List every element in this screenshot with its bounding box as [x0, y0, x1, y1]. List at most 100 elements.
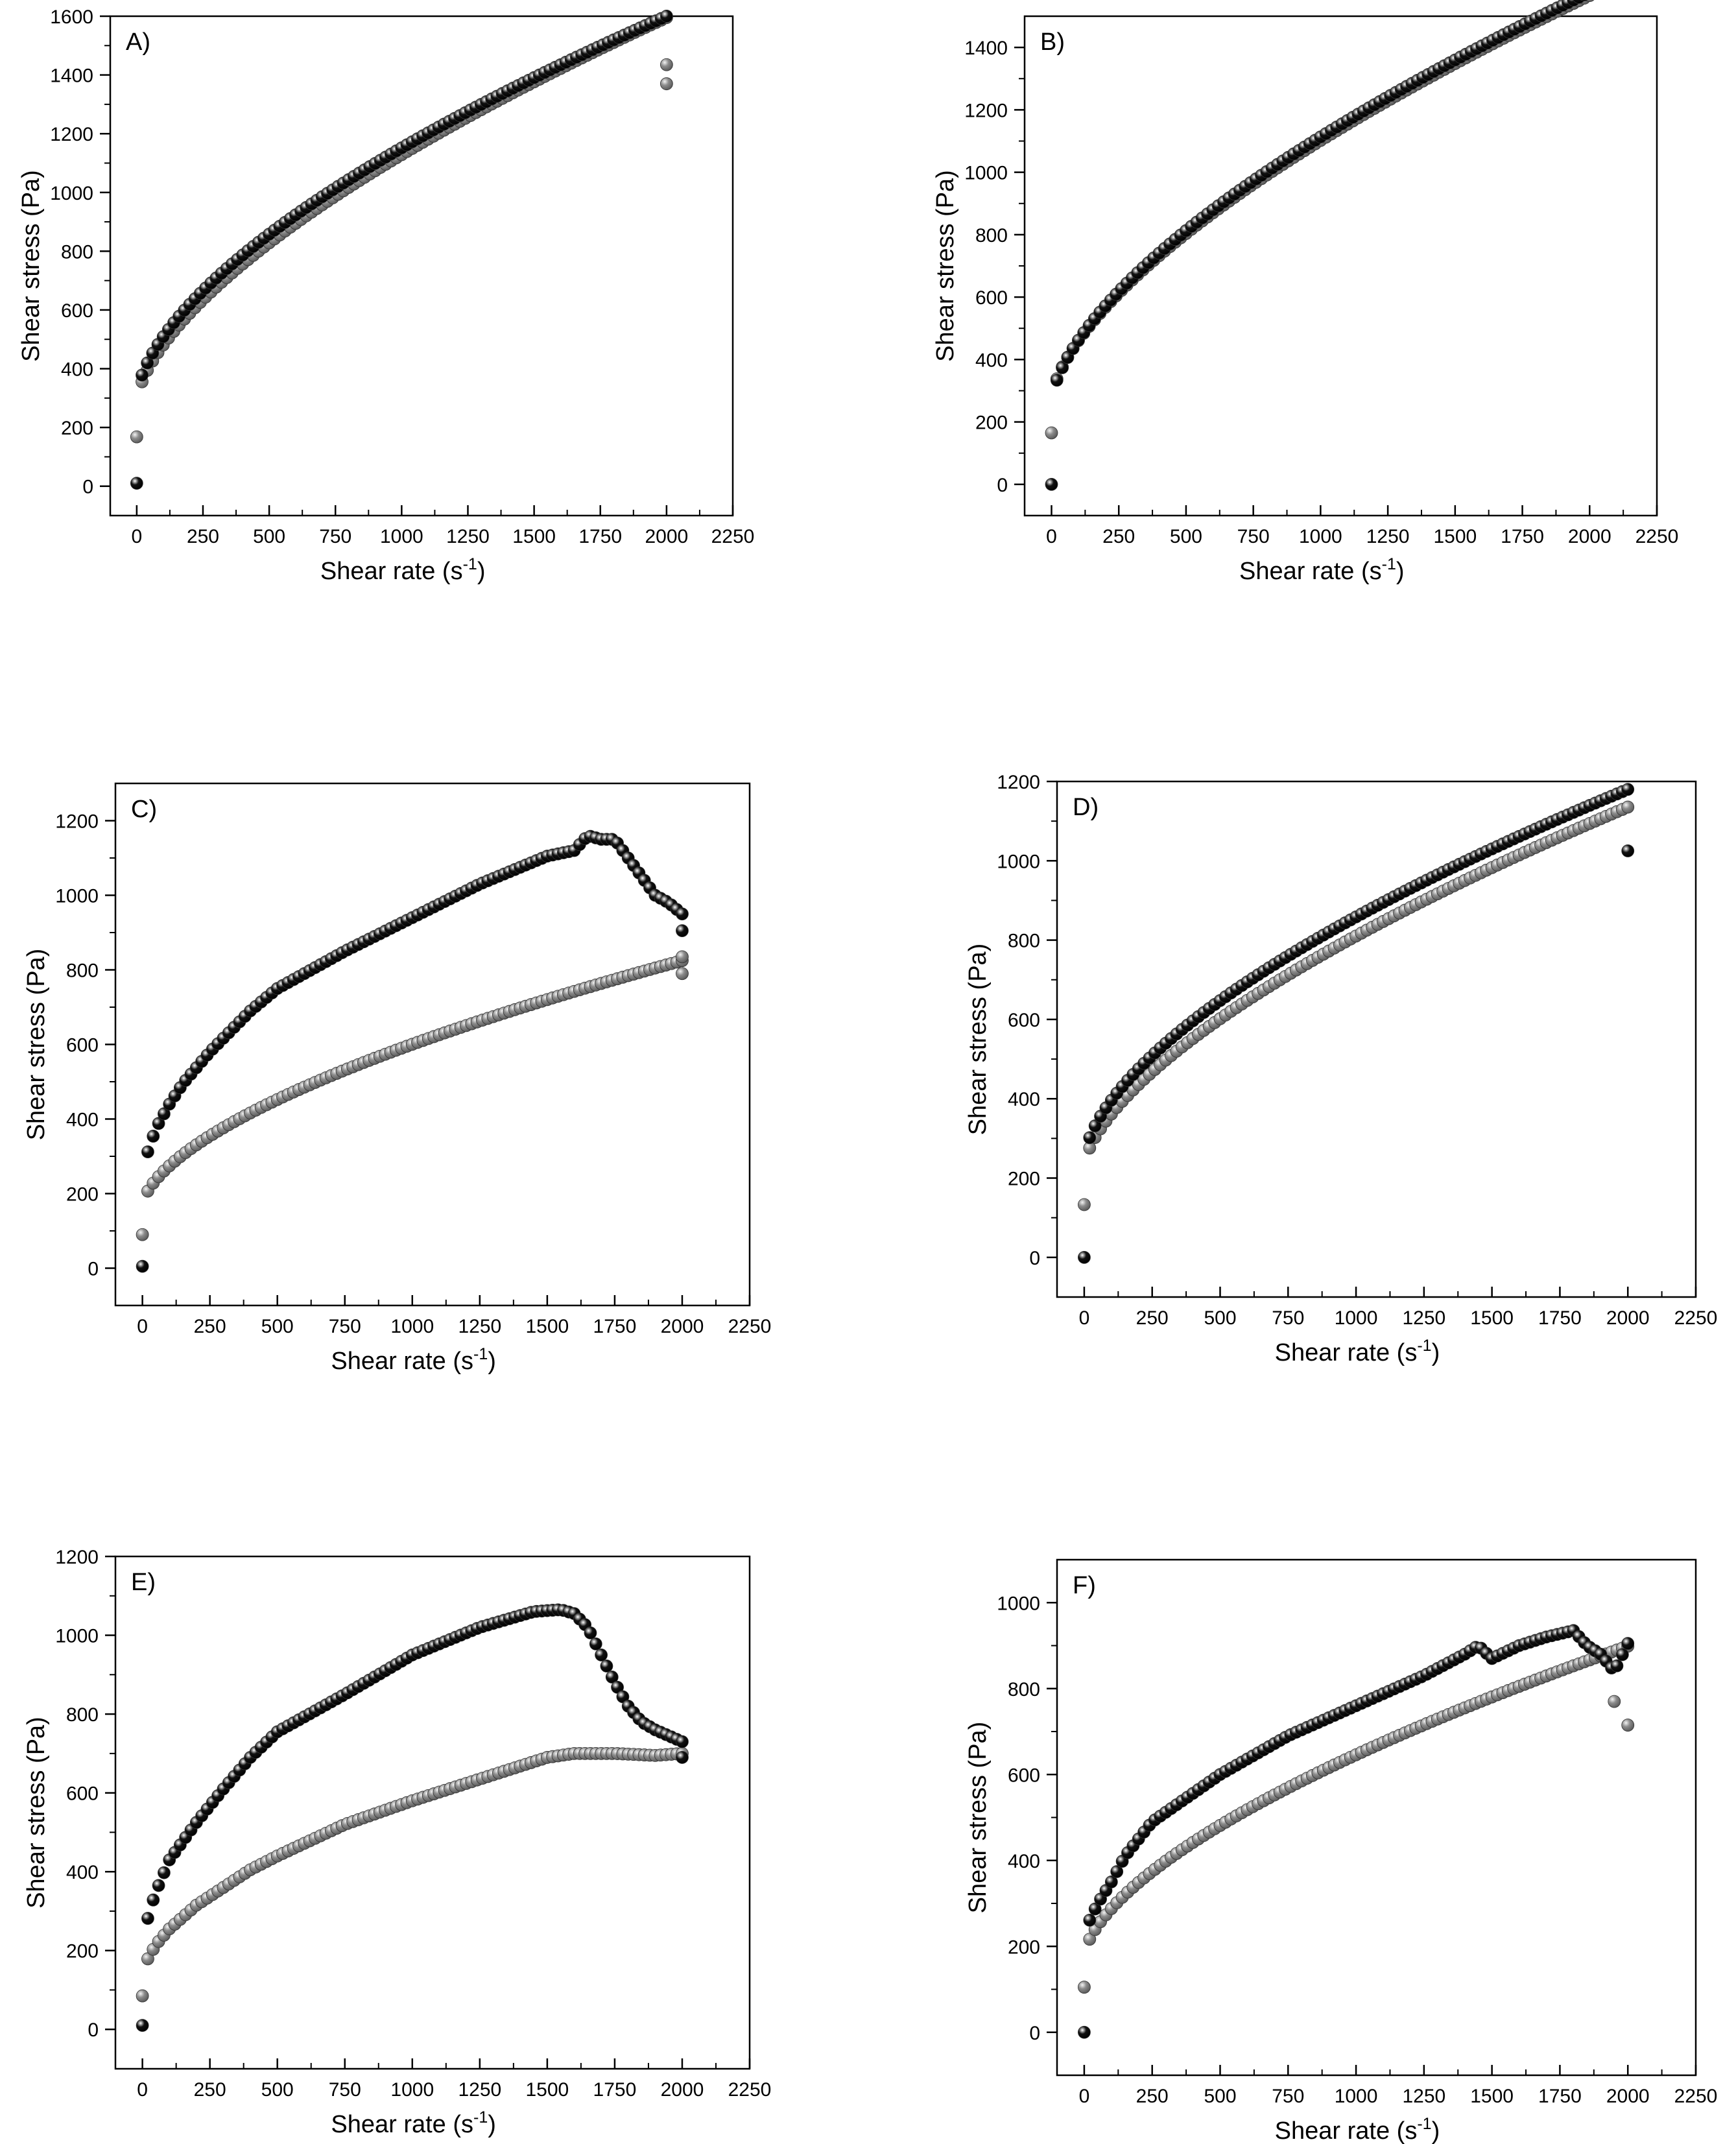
- data-point: [1104, 1875, 1118, 1888]
- x-tick-label: 750: [1237, 526, 1270, 547]
- series-down-curve: [130, 11, 673, 444]
- y-tick-label: 400: [1008, 1851, 1040, 1872]
- data-point: [152, 1117, 165, 1130]
- data-point: [1585, 0, 1595, 3]
- y-tick-label: 600: [66, 1035, 99, 1056]
- x-tick-label: 1000: [390, 1316, 434, 1337]
- x-axis-title: Shear rate (s-1): [1275, 1337, 1440, 1366]
- x-axis-title-superscript: -1: [1417, 1337, 1431, 1355]
- data-point: [676, 907, 689, 921]
- chart-panel-6: 0 250 500 750 1000 1250 1500 1750 2000 2250 0 200 40…: [964, 1558, 1718, 2144]
- y-tick-label: 800: [1008, 1679, 1040, 1700]
- x-tick-label: 500: [261, 1316, 294, 1337]
- y-tick-label: 200: [66, 1184, 99, 1206]
- y-tick-label: 800: [61, 241, 93, 263]
- data-point: [147, 1130, 160, 1143]
- y-tick-label: 0: [82, 477, 93, 498]
- panel-label: D): [1073, 794, 1099, 821]
- x-tick-label: 1250: [446, 526, 490, 547]
- y-tick-label: 600: [975, 287, 1008, 309]
- y-tick-label: 800: [66, 960, 99, 982]
- x-tick-label: 0: [1046, 526, 1057, 547]
- x-tick-label: 0: [132, 526, 143, 547]
- y-tick-label: 1200: [964, 100, 1008, 121]
- x-tick-label: 2250: [728, 1316, 772, 1337]
- x-tick-label: 1500: [525, 1316, 569, 1337]
- x-tick-label: 0: [137, 2079, 148, 2101]
- data-point: [1083, 1933, 1097, 1946]
- y-tick-label: 1000: [55, 886, 99, 907]
- series-up-curve: [136, 1603, 689, 2032]
- y-axis-title: Shear stress (Pa): [932, 170, 959, 362]
- x-tick-label: 1000: [390, 2079, 434, 2101]
- data-point: [130, 477, 143, 490]
- data-point: [1083, 1913, 1097, 1927]
- data-point: [141, 1145, 154, 1158]
- x-tick-label: 1500: [512, 526, 556, 547]
- data-point: [676, 924, 689, 938]
- x-tick-label: 1000: [380, 526, 423, 547]
- y-tick-label: 1000: [964, 163, 1008, 184]
- x-tick-label: 750: [319, 526, 351, 547]
- x-tick-label: 1500: [1470, 2086, 1514, 2107]
- data-point: [158, 1866, 171, 1879]
- panel-label: C): [131, 796, 157, 823]
- y-tick-label: 1600: [50, 6, 93, 28]
- data-point: [1573, 0, 1585, 4]
- chart-panel-2: 0 250 500 750 1000 1250 1500 1750 2000 2250 0 200 40…: [932, 0, 1678, 585]
- y-tick-label: 400: [61, 359, 93, 381]
- y-tick-label: 1400: [50, 66, 93, 87]
- y-tick-label: 600: [66, 1783, 99, 1805]
- x-tick-label: 2250: [1674, 2086, 1718, 2107]
- data-point: [130, 430, 143, 444]
- x-tick-label: 1750: [1538, 2086, 1582, 2107]
- data-point: [1615, 1648, 1629, 1662]
- x-axis-title-end: ): [1432, 1339, 1440, 1366]
- x-tick-label: 2000: [645, 526, 688, 547]
- plot-frame: [1056, 780, 1697, 1298]
- panel-label: B): [1040, 29, 1065, 56]
- panel-label: A): [126, 29, 150, 56]
- data-point: [1088, 1119, 1102, 1132]
- y-axis-title: Shear stress (Pa): [964, 1722, 992, 1914]
- x-tick-label: 1250: [1402, 2086, 1445, 2107]
- x-tick-label: 500: [1170, 526, 1202, 547]
- x-tick-label: 0: [1079, 1307, 1090, 1329]
- x-tick-label: 1250: [458, 1316, 501, 1337]
- y-tick-label: 400: [975, 350, 1008, 371]
- data-point: [158, 1107, 171, 1121]
- x-tick-label: 500: [1204, 1307, 1236, 1329]
- x-tick-label: 500: [261, 2079, 294, 2101]
- x-tick-label: 2000: [1606, 2086, 1650, 2107]
- x-tick-label: 2250: [728, 2079, 772, 2101]
- x-tick-label: 500: [1204, 2086, 1236, 2107]
- x-tick-label: 0: [1079, 2086, 1090, 2107]
- y-tick-label: 200: [61, 418, 93, 439]
- x-tick-label: 0: [137, 1316, 148, 1337]
- x-tick-label: 1750: [593, 1316, 637, 1337]
- data-point: [141, 1912, 154, 1925]
- x-axis-title-end: ): [488, 1348, 496, 1375]
- y-tick-label: 0: [1029, 2023, 1040, 2044]
- series-up-curve: [1078, 1624, 1635, 2039]
- x-tick-label: 1250: [1402, 1307, 1445, 1329]
- series-down-curve: [1078, 800, 1635, 1211]
- data-point: [136, 2019, 149, 2032]
- data-point: [152, 1879, 165, 1892]
- x-axis-title-superscript: -1: [1417, 2115, 1431, 2133]
- y-axis-title: Shear stress (Pa): [23, 1717, 50, 1909]
- x-tick-label: 2000: [661, 2079, 704, 2101]
- data-point: [1078, 1981, 1091, 1994]
- plot-frame: [114, 1555, 751, 2070]
- x-tick-label: 1250: [1366, 526, 1410, 547]
- x-axis-title: Shear rate (s-1): [331, 1345, 496, 1375]
- data-point: [660, 10, 673, 23]
- data-point: [141, 356, 154, 370]
- data-point: [136, 368, 149, 382]
- x-tick-label: 2000: [1606, 1307, 1650, 1329]
- data-point: [676, 1735, 689, 1748]
- y-tick-label: 600: [61, 300, 93, 322]
- x-axis-title-text: Shear rate (s: [1239, 558, 1382, 585]
- data-point: [1045, 426, 1058, 440]
- plot-frame: [109, 15, 734, 517]
